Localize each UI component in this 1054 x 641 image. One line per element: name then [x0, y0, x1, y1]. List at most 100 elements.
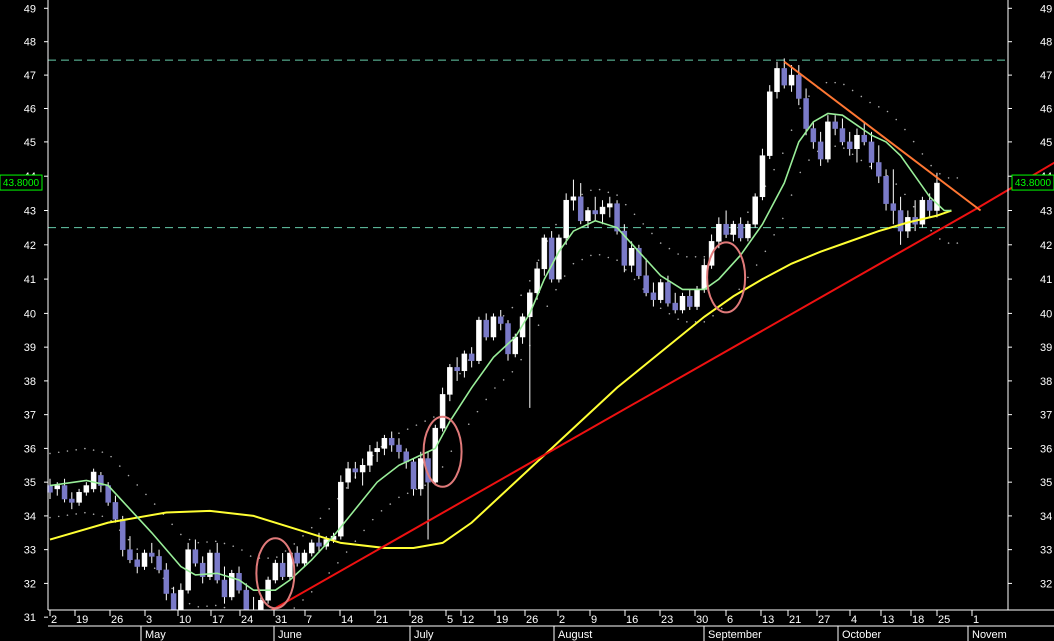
envelope-dot — [502, 314, 505, 317]
envelope-dot — [476, 410, 479, 413]
candle-down — [817, 141, 824, 160]
y-tick-label: 37 — [24, 410, 36, 422]
envelope-dot — [92, 449, 95, 451]
candle-up — [83, 485, 90, 493]
envelope-dot — [633, 213, 636, 216]
candle-down — [497, 316, 504, 324]
envelope-dot — [57, 451, 60, 454]
candle-up — [745, 223, 751, 239]
envelope-dot — [197, 606, 200, 608]
candle-down — [839, 128, 846, 143]
y-tick-label: 34 — [1040, 511, 1052, 523]
envelope-dot — [214, 540, 217, 543]
resistance-trendline — [783, 60, 982, 212]
y-tick-label: 49 — [24, 3, 36, 15]
envelope-dot — [398, 432, 400, 435]
envelope-dot — [624, 269, 627, 271]
envelope-dot — [563, 275, 566, 277]
month-label: October — [842, 629, 881, 641]
candle-up — [90, 471, 97, 490]
candle-up — [563, 199, 569, 239]
highlight-circle — [255, 537, 296, 610]
candle-up — [905, 217, 911, 232]
envelope-dot — [206, 541, 208, 543]
candle-down — [112, 502, 119, 520]
envelope-dot — [249, 555, 252, 557]
envelope-dot — [424, 420, 426, 422]
envelope-dot — [651, 232, 653, 235]
candle-down — [294, 552, 300, 564]
candle-down — [505, 323, 511, 355]
date-tick-label: 3 — [146, 614, 152, 626]
y-tick-label: 33 — [1040, 545, 1052, 557]
candle-down — [781, 68, 788, 86]
indicator-lines — [49, 60, 1054, 622]
envelope-dot — [686, 256, 688, 258]
envelope-dot — [511, 306, 514, 309]
envelope-dot — [302, 535, 304, 537]
envelope-dot — [232, 545, 235, 547]
envelope-dot — [415, 424, 418, 426]
candle-up — [730, 223, 737, 235]
candle-up — [556, 237, 562, 280]
y-tick-label: 43 — [24, 206, 36, 218]
candle-down — [316, 542, 322, 547]
date-tick-label: 25 — [938, 614, 950, 626]
y-tick-label: 34 — [24, 511, 36, 523]
envelope-dot — [799, 107, 802, 109]
envelope-dot — [581, 258, 583, 261]
envelope-dot — [206, 605, 208, 607]
y-tick-label: 45 — [1040, 137, 1052, 149]
candle-down — [454, 367, 460, 372]
candle-down — [127, 549, 133, 561]
y-tick-label: 46 — [1040, 104, 1052, 116]
envelope-dot — [546, 305, 549, 307]
envelope-dot — [153, 503, 156, 505]
envelope-dot — [302, 599, 304, 601]
candle-up — [54, 485, 61, 490]
date-tick-label: 26 — [111, 614, 123, 626]
candle-down — [723, 223, 729, 235]
candle-down — [890, 203, 897, 211]
date-tick-label: 12 — [462, 614, 474, 626]
candle-down — [636, 247, 642, 276]
date-tick-label: 17 — [212, 614, 224, 626]
envelope-dot — [895, 118, 898, 121]
candle-down — [803, 98, 809, 129]
envelope-dot — [747, 276, 749, 279]
envelope-dot — [197, 541, 200, 544]
envelope-dot — [869, 101, 871, 104]
y-tick-label: 49 — [1040, 3, 1052, 15]
candle-up — [825, 121, 831, 160]
last-price-badge-left — [0, 174, 43, 191]
y-tick-label: 39 — [1040, 342, 1052, 354]
envelope-dot — [703, 321, 706, 323]
candle-up — [766, 91, 773, 156]
y-tick-label: 46 — [24, 104, 36, 116]
candle-down — [687, 296, 693, 307]
candle-down — [468, 353, 475, 361]
candle-down — [483, 319, 489, 338]
envelope-dot — [947, 242, 950, 244]
date-tick-label: 14 — [341, 614, 353, 626]
date-tick-label: 21 — [376, 614, 388, 626]
envelope-dot — [956, 242, 959, 244]
envelope-dot — [337, 562, 339, 564]
date-tick-label: 6 — [727, 614, 733, 626]
last-price-badge-right — [1011, 174, 1054, 191]
y-tick-label: 41 — [1040, 274, 1052, 286]
envelope-dot — [877, 106, 880, 108]
last-price-label-right: 43.8000 — [1015, 178, 1052, 189]
candle-up — [374, 448, 380, 453]
y-tick-label: 48 — [24, 37, 36, 49]
envelope-dot — [790, 194, 793, 196]
envelope-dot — [57, 515, 60, 518]
candle-down — [796, 74, 802, 99]
envelope-dot — [843, 147, 845, 149]
envelope-dot — [851, 89, 854, 92]
envelope-dot — [441, 466, 444, 468]
month-label: August — [558, 629, 592, 641]
candle-down — [592, 210, 598, 215]
candle-down — [577, 196, 584, 222]
envelope-dot — [328, 508, 330, 510]
